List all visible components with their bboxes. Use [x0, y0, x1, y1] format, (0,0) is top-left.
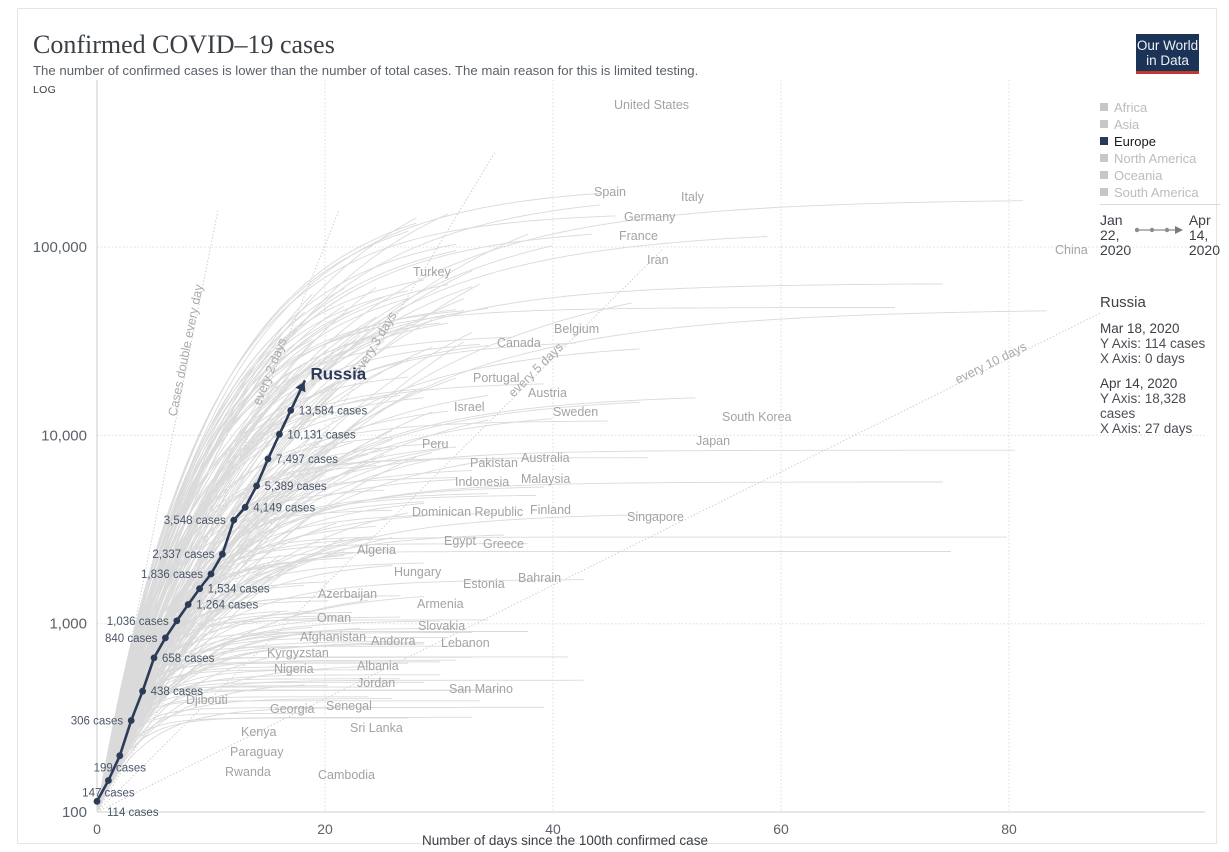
- svg-text:Sri Lanka: Sri Lanka: [350, 721, 403, 735]
- svg-text:Malaysia: Malaysia: [521, 472, 570, 486]
- svg-text:Peru: Peru: [422, 437, 448, 451]
- svg-text:Belgium: Belgium: [554, 322, 599, 336]
- svg-text:Pakistan: Pakistan: [470, 456, 518, 470]
- svg-text:Iran: Iran: [647, 253, 669, 267]
- svg-text:Italy: Italy: [681, 190, 705, 204]
- svg-text:Austria: Austria: [528, 386, 567, 400]
- svg-text:Germany: Germany: [624, 210, 676, 224]
- svg-text:Kenya: Kenya: [241, 725, 276, 739]
- svg-text:San Marino: San Marino: [449, 682, 513, 696]
- svg-text:658 cases: 658 cases: [162, 653, 215, 665]
- svg-text:Portugal: Portugal: [473, 371, 520, 385]
- svg-text:4,149 cases: 4,149 cases: [253, 502, 315, 514]
- svg-text:1,000: 1,000: [49, 616, 87, 633]
- svg-text:10,000: 10,000: [41, 427, 87, 444]
- svg-text:Kyrgyzstan: Kyrgyzstan: [267, 646, 329, 660]
- svg-text:Hungary: Hungary: [394, 565, 442, 579]
- svg-text:South Korea: South Korea: [722, 410, 792, 424]
- svg-text:3,548 cases: 3,548 cases: [164, 515, 226, 527]
- svg-text:Nigeria: Nigeria: [274, 662, 314, 676]
- svg-text:1,836 cases: 1,836 cases: [141, 569, 203, 581]
- svg-text:Georgia: Georgia: [270, 702, 315, 716]
- svg-text:1,534 cases: 1,534 cases: [208, 584, 270, 596]
- svg-text:Azerbaijan: Azerbaijan: [318, 587, 377, 601]
- svg-text:306 cases: 306 cases: [71, 716, 124, 728]
- svg-text:Paraguay: Paraguay: [230, 745, 284, 759]
- svg-text:7,497 cases: 7,497 cases: [276, 454, 338, 466]
- svg-text:United States: United States: [614, 98, 689, 112]
- svg-text:Greece: Greece: [483, 537, 524, 551]
- svg-text:Spain: Spain: [594, 185, 626, 199]
- svg-text:438 cases: 438 cases: [151, 686, 204, 698]
- svg-text:Singapore: Singapore: [627, 510, 684, 524]
- svg-text:5,389 cases: 5,389 cases: [265, 481, 327, 493]
- svg-text:Slovakia: Slovakia: [418, 619, 465, 633]
- svg-text:Finland: Finland: [530, 503, 571, 517]
- svg-text:Estonia: Estonia: [463, 577, 505, 591]
- svg-text:China: China: [1055, 243, 1088, 257]
- svg-text:Armenia: Armenia: [417, 597, 464, 611]
- svg-text:Lebanon: Lebanon: [441, 636, 490, 650]
- svg-text:1,264 cases: 1,264 cases: [196, 600, 258, 612]
- svg-text:0: 0: [93, 821, 101, 837]
- svg-text:60: 60: [773, 821, 789, 837]
- svg-text:147 cases: 147 cases: [82, 788, 135, 800]
- svg-text:100: 100: [62, 804, 87, 821]
- svg-text:Senegal: Senegal: [326, 699, 372, 713]
- svg-text:10,131 cases: 10,131 cases: [287, 429, 356, 441]
- svg-text:80: 80: [1001, 821, 1017, 837]
- svg-text:2,337 cases: 2,337 cases: [152, 549, 214, 561]
- svg-text:Algeria: Algeria: [357, 543, 396, 557]
- svg-text:Canada: Canada: [497, 336, 541, 350]
- svg-text:Number of days since the 100th: Number of days since the 100th confirmed…: [422, 833, 708, 848]
- svg-text:Rwanda: Rwanda: [225, 765, 271, 779]
- svg-text:20: 20: [317, 821, 333, 837]
- svg-text:840 cases: 840 cases: [105, 633, 158, 645]
- svg-text:Russia: Russia: [311, 364, 367, 383]
- svg-text:Albania: Albania: [357, 659, 399, 673]
- svg-text:Indonesia: Indonesia: [455, 475, 509, 489]
- svg-text:Turkey: Turkey: [413, 265, 451, 279]
- svg-text:Bahrain: Bahrain: [518, 571, 561, 585]
- svg-text:Egypt: Egypt: [444, 534, 476, 548]
- svg-text:Afghanistan: Afghanistan: [300, 630, 366, 644]
- svg-text:1,036 cases: 1,036 cases: [107, 616, 169, 628]
- svg-text:100,000: 100,000: [33, 239, 87, 256]
- svg-text:Israel: Israel: [454, 400, 485, 414]
- svg-text:Cases double every day: Cases double every day: [166, 282, 206, 417]
- svg-text:Australia: Australia: [521, 451, 570, 465]
- svg-text:13,584 cases: 13,584 cases: [299, 405, 368, 417]
- svg-text:Oman: Oman: [317, 611, 351, 625]
- svg-text:199 cases: 199 cases: [94, 763, 147, 775]
- svg-text:Cambodia: Cambodia: [318, 768, 375, 782]
- svg-text:Dominican Republic: Dominican Republic: [412, 505, 523, 519]
- svg-text:France: France: [619, 229, 658, 243]
- svg-text:114 cases: 114 cases: [107, 807, 159, 819]
- svg-text:every 10 days: every 10 days: [953, 339, 1029, 386]
- svg-text:Jordan: Jordan: [357, 676, 395, 690]
- svg-text:Andorra: Andorra: [371, 634, 416, 648]
- svg-text:Japan: Japan: [696, 434, 730, 448]
- svg-text:Sweden: Sweden: [553, 405, 598, 419]
